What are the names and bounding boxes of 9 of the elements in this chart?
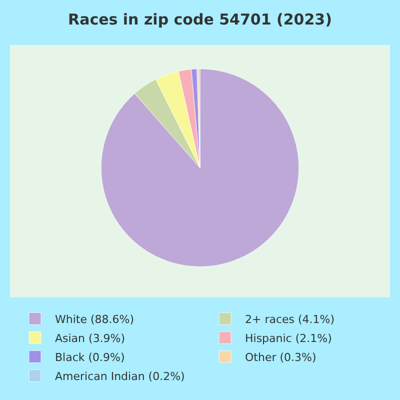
chart-title: Races in zip code 54701 (2023): [68, 10, 332, 28]
legend-label: Asian (3.9%): [55, 332, 126, 345]
legend-label: Hispanic (2.1%): [245, 332, 332, 345]
legend-label: 2+ races (4.1%): [245, 312, 335, 326]
legend-label: White (88.6%): [55, 312, 134, 326]
legend-label: Black (0.9%): [55, 350, 125, 364]
legend-label: Other (0.3%): [245, 350, 316, 364]
pie-slice: [101, 68, 300, 267]
legend-label: American Indian (0.2%): [55, 370, 185, 383]
